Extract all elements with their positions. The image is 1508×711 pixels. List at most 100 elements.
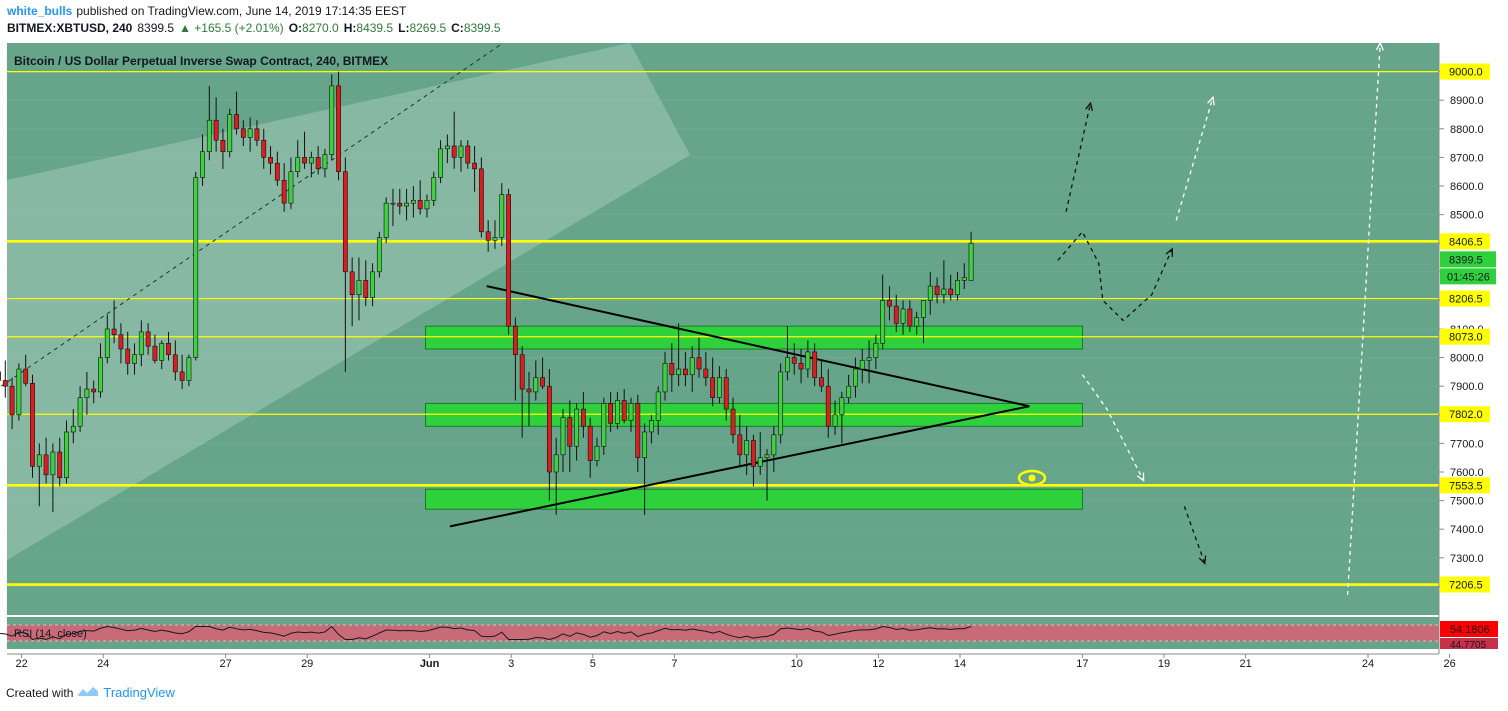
- time-tick-label: 24: [97, 658, 109, 670]
- candle-body: [472, 162, 477, 170]
- candle-body: [132, 354, 137, 364]
- rsi-value-tag: [1440, 621, 1498, 637]
- candle-body: [383, 202, 389, 238]
- candle-body: [798, 363, 804, 370]
- candle-body: [866, 357, 872, 361]
- price-axis[interactable]: [1439, 43, 1508, 654]
- projection-path: [1081, 374, 1145, 481]
- candle-body: [145, 331, 151, 347]
- level-price-tag: [1440, 63, 1490, 80]
- candle-body: [649, 420, 654, 433]
- projection-arrowhead: [1375, 41, 1384, 51]
- levels-layer: [7, 70, 1439, 586]
- projection-arrowhead: [1207, 95, 1215, 106]
- candle-body: [240, 128, 246, 138]
- candle-body: [669, 363, 675, 376]
- candle-body: [614, 400, 620, 424]
- candle-body: [540, 377, 545, 387]
- time-axis[interactable]: [7, 654, 1439, 676]
- time-tick-label: 3: [508, 658, 514, 670]
- candle-body: [703, 368, 709, 378]
- close-value: C:8399.5: [451, 21, 501, 35]
- candle-body: [506, 194, 511, 327]
- candle-body: [621, 400, 627, 421]
- time-tick-label: 27: [219, 658, 231, 670]
- candle-body: [138, 331, 144, 356]
- candle-body: [50, 451, 56, 476]
- chart-title: Bitcoin / US Dollar Perpetual Inverse Sw…: [14, 54, 388, 68]
- eye-icon: [1017, 469, 1047, 487]
- projection-path: [1183, 506, 1206, 564]
- projection-arrowhead: [1136, 472, 1145, 482]
- candle-body: [880, 300, 886, 344]
- candle-body: [628, 403, 634, 421]
- chart-header: white_bulls published on TradingView.com…: [7, 3, 501, 37]
- price-tick-label: 8700.0: [1450, 152, 1484, 164]
- candle-body: [655, 391, 661, 421]
- time-tick-label: 7: [671, 658, 677, 670]
- candle-body: [308, 157, 314, 164]
- candle-body: [64, 431, 69, 479]
- time-tick-label: 10: [791, 658, 803, 670]
- candle-body: [274, 162, 280, 181]
- candle-body: [587, 425, 593, 461]
- candle-body: [410, 200, 416, 204]
- candle-body: [98, 357, 103, 393]
- candle-body: [955, 280, 960, 295]
- candle-body: [200, 151, 205, 178]
- candles-layer: [0, 71, 974, 515]
- candle-body: [907, 308, 913, 327]
- candle-body: [934, 285, 940, 295]
- author-link[interactable]: white_bulls: [7, 4, 73, 18]
- countdown-tag: [1440, 268, 1496, 285]
- candle-body: [363, 280, 369, 298]
- candle-body: [921, 300, 926, 318]
- candle-body: [234, 114, 239, 130]
- tradingview-brand[interactable]: TradingView: [103, 685, 175, 700]
- price-tick-label: 7400.0: [1450, 524, 1484, 536]
- candle-body: [927, 285, 933, 301]
- candle-body: [662, 363, 668, 393]
- candle-body: [431, 177, 437, 201]
- current-price-tag: [1440, 251, 1496, 268]
- price-tick-label: 7600.0: [1450, 467, 1484, 479]
- candle-body: [77, 397, 83, 427]
- price-tick-label: 7300.0: [1450, 553, 1484, 565]
- time-tick-label: 22: [15, 658, 27, 670]
- candle-body: [512, 325, 518, 356]
- candle-body: [533, 377, 539, 393]
- level-price-tag: [1440, 233, 1490, 250]
- candle-body: [172, 354, 178, 373]
- candle-body: [601, 403, 607, 447]
- candle-body: [424, 200, 430, 210]
- price-tick-label: 8800.0: [1450, 124, 1484, 136]
- triangle-lower-line: [449, 405, 1030, 528]
- rsi-lower-text: 44.7705: [1450, 640, 1487, 651]
- time-tick-label: 17: [1076, 658, 1088, 670]
- candle-body: [839, 397, 845, 416]
- candle-body: [812, 351, 818, 378]
- candle-body: [492, 237, 498, 241]
- change-value: ▲ +165.5 (+2.01%): [179, 21, 284, 35]
- candle-body: [696, 357, 702, 370]
- candle-body: [914, 317, 920, 327]
- time-tick-label: 29: [301, 658, 313, 670]
- candle-body: [778, 371, 784, 436]
- candle-body: [744, 440, 750, 456]
- candle-body: [968, 242, 974, 281]
- high-value: H:8439.5: [343, 21, 394, 35]
- candle-body: [723, 377, 729, 410]
- candle-body: [70, 425, 76, 433]
- candle-body: [689, 357, 695, 376]
- candle-body: [846, 385, 852, 398]
- candle-body: [404, 202, 409, 207]
- price-tick-label: 7900.0: [1450, 381, 1484, 393]
- candle-body: [546, 385, 552, 473]
- candle-body: [336, 85, 341, 173]
- candle-body: [642, 431, 648, 458]
- candle-body: [84, 388, 90, 398]
- tradingview-logo-icon: [77, 685, 99, 700]
- candle-body: [785, 357, 790, 373]
- publish-line: white_bulls published on TradingView.com…: [7, 3, 501, 20]
